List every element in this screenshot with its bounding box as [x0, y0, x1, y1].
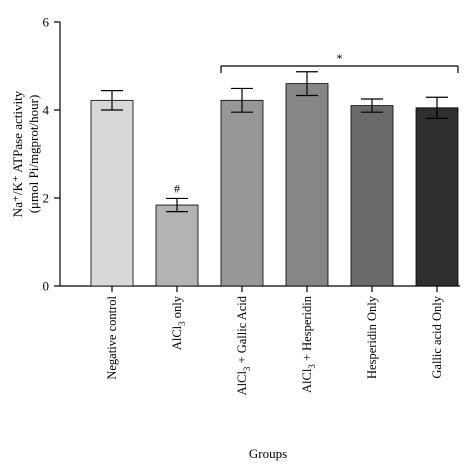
category-label-4: Hesperidin Only — [365, 295, 379, 379]
error-bars-group — [101, 71, 448, 213]
category-label-0: Negative control — [105, 295, 119, 379]
y-axis-title-line2: (μmol Pi/mgprot/hour) — [26, 95, 41, 214]
bar-0 — [90, 99, 134, 287]
category-label-1: AlCl3 only — [170, 295, 187, 350]
labels-group: Negative control AlCl3 only AlCl3 + Gallic… — [10, 90, 444, 461]
bar-3 — [285, 83, 329, 287]
bars-group — [90, 83, 459, 287]
y-tick-label: 4 — [43, 103, 50, 118]
bar-1 — [155, 204, 199, 287]
y-tick-label: 0 — [43, 279, 50, 294]
annotations-group: #* — [174, 51, 459, 195]
bar-2 — [220, 99, 264, 287]
category-label-5: Gallic acid Only — [430, 295, 444, 378]
category-label-2: AlCl3 + Gallic Acid — [235, 295, 252, 395]
y-tick-label: 6 — [43, 15, 50, 30]
x-axis-title: Groups — [249, 446, 287, 461]
bar-5 — [415, 107, 459, 287]
hash-annotation: # — [174, 181, 180, 195]
y-axis-title-line1: Na⁺/K⁺ ATPase activity — [10, 90, 25, 217]
star-annotation: * — [337, 51, 343, 65]
bar-4 — [350, 105, 394, 287]
y-tick-label: 2 — [43, 191, 50, 206]
category-label-3: AlCl3 + Hesperidin — [300, 295, 317, 393]
